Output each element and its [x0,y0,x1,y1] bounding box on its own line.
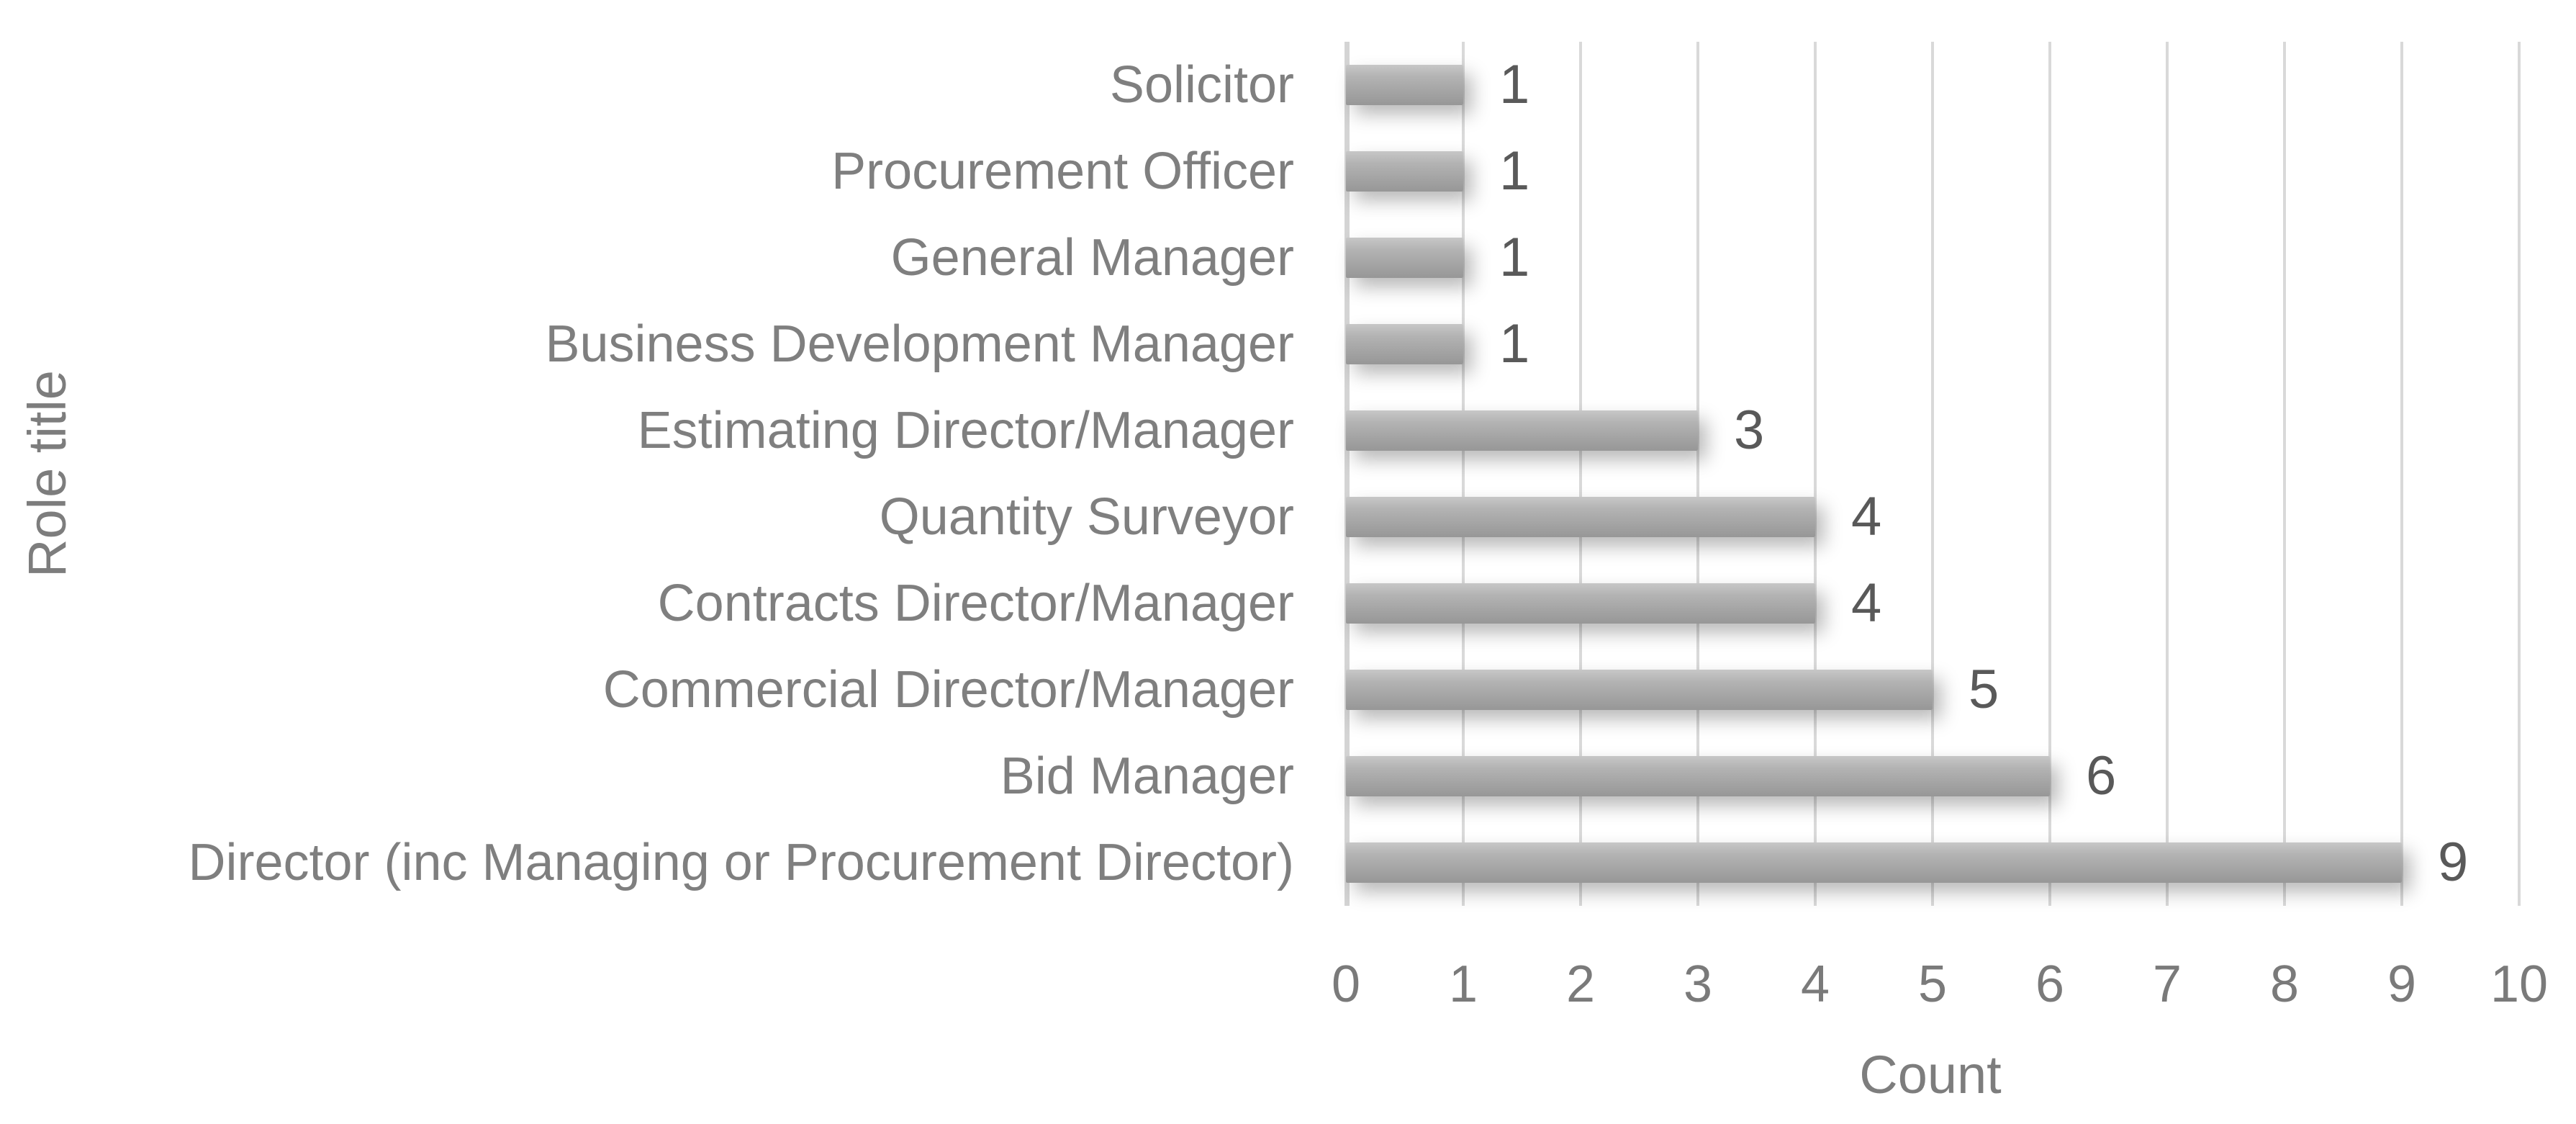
bar [1346,238,1463,278]
category-label: Contracts Director/Manager [657,575,1294,632]
x-tick-label: 0 [1331,956,1361,1013]
bar [1346,670,1933,710]
gridline [2518,42,2521,906]
bar [1346,583,1815,624]
bar-value-label: 6 [2086,745,2117,806]
bar-value-label: 1 [1499,140,1530,202]
x-tick-label: 7 [2152,956,2182,1013]
bar [1346,65,1463,105]
bar [1346,324,1463,364]
gridline [1931,42,1934,906]
bar [1346,756,2050,796]
x-tick-label: 10 [2490,956,2549,1013]
bar-value-label: 4 [1851,486,1882,547]
category-label: Quantity Surveyor [879,488,1294,546]
gridline [1579,42,1582,906]
bar-value-label: 1 [1499,54,1530,115]
bar-value-label: 9 [2438,832,2469,893]
gridline [2400,42,2403,906]
x-tick-label: 2 [1565,956,1596,1013]
gridline [2048,42,2051,906]
x-axis-tick-labels: 0 1 2 3 4 5 6 7 8 9 10 [0,952,2576,1017]
bar [1346,497,1815,537]
plot-area: 1 1 1 1 3 4 4 5 6 9 [1345,42,2541,906]
bar [1346,151,1463,192]
bar-value-label: 1 [1499,227,1530,288]
category-label: Commercial Director/Manager [602,661,1294,719]
x-tick-label: 3 [1683,956,1713,1013]
category-label: Estimating Director/Manager [637,402,1294,459]
category-axis-labels: Solicitor Procurement Officer General Mana… [0,42,1294,906]
x-tick-label: 1 [1448,956,1478,1013]
x-tick-label: 9 [2387,956,2417,1013]
category-label: Solicitor [1109,56,1294,114]
bar-value-label: 3 [1734,400,1765,461]
category-label: Director (inc Managing or Procurement Di… [188,834,1294,891]
gridline [1814,42,1817,906]
gridline [2166,42,2169,906]
x-axis-title: Count [1859,1045,2002,1105]
x-tick-label: 5 [1917,956,1948,1013]
bar-value-label: 4 [1851,572,1882,634]
category-label: Bid Manager [1000,747,1294,805]
x-tick-label: 8 [2269,956,2300,1013]
bar [1346,410,1698,451]
gridline [1696,42,1699,906]
x-tick-label: 6 [2035,956,2065,1013]
category-label: Procurement Officer [831,143,1294,200]
bar-value-label: 1 [1499,313,1530,374]
gridline [1462,42,1465,906]
x-tick-label: 4 [1800,956,1830,1013]
bar-value-label: 5 [1969,659,1999,720]
gridline [2283,42,2286,906]
category-label: Business Development Manager [545,315,1294,373]
bar [1346,842,2402,883]
value-axis-line [1345,42,1350,906]
category-label: General Manager [890,229,1294,287]
